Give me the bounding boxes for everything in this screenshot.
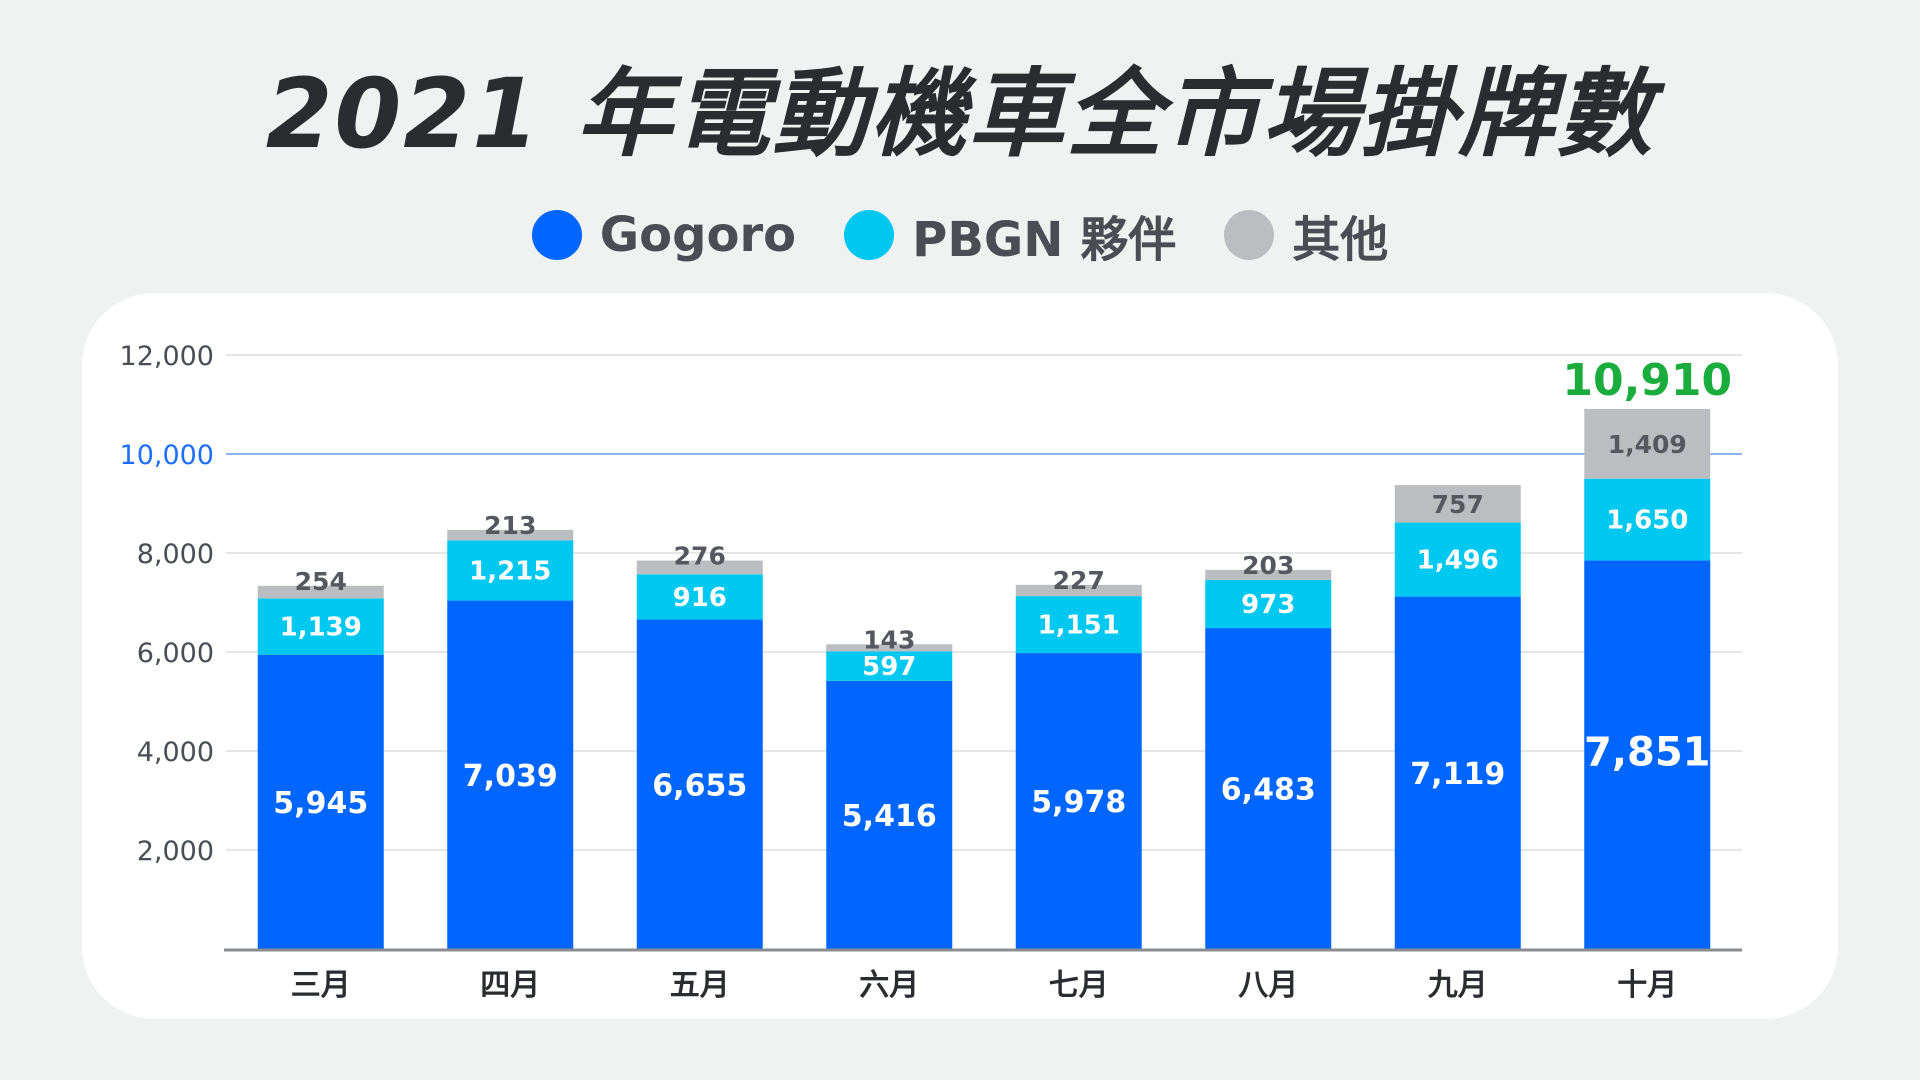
bar-3-series-2: [826, 644, 953, 652]
bar-1-series-2: [447, 529, 574, 541]
bar-2-series-0: [636, 619, 763, 949]
y-tick-label-12000: 12,000: [120, 341, 214, 372]
legend-label-other: 其他: [1292, 212, 1389, 268]
legend-label-pbgn: PBGN 夥伴: [912, 212, 1177, 268]
x-tick-label-3: 六月: [859, 968, 919, 1003]
x-tick-label-5: 八月: [1238, 968, 1298, 1003]
bar-label-6-series-1: 1,496: [1417, 546, 1499, 576]
bar-label-4-series-2: 227: [1053, 566, 1105, 595]
bar-label-0-series-1: 1,139: [280, 613, 362, 643]
bar-label-5-series-1: 973: [1241, 590, 1295, 620]
y-tick-label-2000: 2,000: [137, 836, 214, 867]
legend-item-gogoro: Gogoro: [531, 207, 797, 263]
bar-5-series-2: [1205, 569, 1332, 580]
legend-swatch-pbgn: [844, 210, 895, 260]
bar-label-7-series-0: 7,851: [1584, 730, 1711, 776]
legend-swatch-other: [1224, 210, 1275, 260]
legend: Gogoro PBGN 夥伴 其他: [0, 200, 1920, 270]
legend-item-other: 其他: [1224, 200, 1388, 270]
bar-1-series-1: [447, 540, 574, 601]
chart-card: 2,000 4,000 6,000 8,000 10,000 12,000 5,945 1,1…: [82, 293, 1838, 1019]
bar-label-1-series-0: 7,039: [463, 759, 558, 794]
bar-4-series-1: [1015, 596, 1142, 654]
y-tick-label-6000: 6,000: [137, 638, 214, 669]
bar-6-series-0: [1394, 596, 1521, 949]
bar-5-series-0: [1205, 628, 1332, 949]
bar-6-series-2: [1394, 485, 1521, 523]
bar-label-3-series-2: 143: [863, 625, 915, 654]
bar-2-series-1: [636, 574, 763, 620]
bar-5-series-1: [1205, 579, 1332, 629]
bar-label-4-series-0: 5,978: [1031, 785, 1126, 820]
bar-label-6-series-2: 757: [1432, 490, 1484, 519]
total-annotation: 10,910: [1562, 355, 1732, 406]
x-tick-label-6: 九月: [1428, 968, 1488, 1003]
y-tick-label-8000: 8,000: [137, 539, 214, 570]
bar-0-series-2: [257, 585, 384, 599]
y-tick-label-4000: 4,000: [137, 737, 214, 768]
bar-label-7-series-1: 1,650: [1606, 506, 1688, 536]
bar-label-4-series-1: 1,151: [1038, 611, 1120, 641]
bar-label-0-series-2: 254: [295, 567, 347, 596]
bar-4-series-2: [1015, 584, 1142, 597]
bar-7-series-0: [1584, 560, 1711, 949]
x-tick-label-2: 五月: [670, 968, 730, 1003]
bar-3-series-0: [826, 680, 953, 949]
bar-label-3-series-0: 5,416: [842, 799, 937, 834]
bar-label-2-series-1: 916: [673, 583, 727, 613]
bar-label-2-series-0: 6,655: [652, 768, 747, 803]
bar-7-series-1: [1584, 478, 1711, 561]
x-tick-label-7: 十月: [1617, 968, 1677, 1003]
legend-swatch-gogoro: [531, 210, 582, 260]
bar-label-5-series-0: 6,483: [1221, 773, 1316, 808]
bar-7-series-2: [1584, 408, 1711, 479]
legend-item-pbgn: PBGN 夥伴: [844, 200, 1176, 270]
stacked-bar-chart: 2,000 4,000 6,000 8,000 10,000 12,000 5,945 1,1…: [120, 341, 1742, 1003]
bar-label-0-series-0: 5,945: [273, 786, 368, 821]
x-tick-label-4: 七月: [1049, 968, 1109, 1003]
bar-label-1-series-2: 213: [484, 511, 536, 540]
bar-4-series-0: [1015, 653, 1142, 949]
bar-label-2-series-2: 276: [674, 542, 726, 571]
bar-label-5-series-2: 203: [1242, 551, 1294, 580]
chart-title: 2021 年電動機車全市場掛牌數: [265, 58, 1655, 170]
bar-6-series-1: [1394, 522, 1521, 597]
bar-label-6-series-0: 7,119: [1410, 757, 1505, 792]
bar-label-3-series-1: 597: [862, 652, 916, 682]
bar-label-7-series-2: 1,409: [1608, 430, 1687, 459]
x-tick-label-1: 四月: [480, 968, 540, 1003]
bar-0-series-0: [257, 654, 384, 949]
bar-1-series-0: [447, 600, 574, 949]
bar-3-series-1: [826, 651, 953, 681]
bar-label-1-series-1: 1,215: [469, 556, 551, 586]
x-tick-label-0: 三月: [291, 968, 351, 1003]
bar-2-series-2: [636, 560, 763, 575]
y-tick-label-10000: 10,000: [120, 440, 214, 471]
bar-0-series-1: [257, 598, 384, 655]
legend-label-gogoro: Gogoro: [599, 207, 797, 263]
